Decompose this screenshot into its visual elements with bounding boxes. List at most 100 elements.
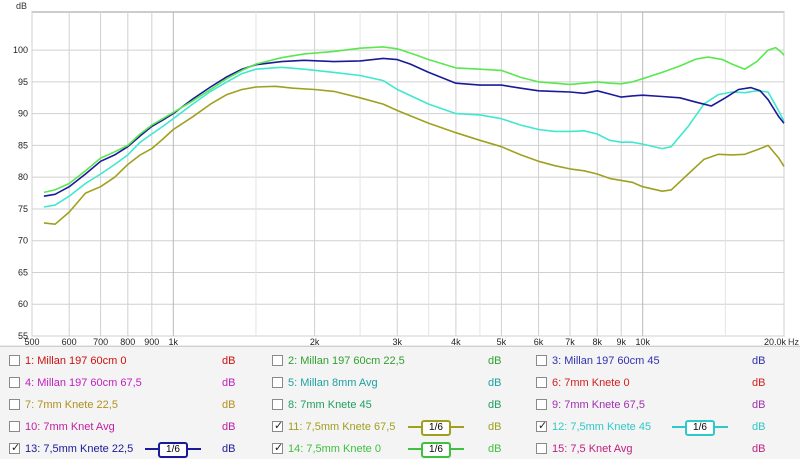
legend-checkbox[interactable]: ✓ — [272, 420, 284, 432]
legend-checkbox[interactable]: ✓ — [536, 420, 548, 432]
x-tick-label: 20,0k — [764, 337, 787, 345]
legend-label: 6: 7mm Knete 0 — [552, 377, 630, 389]
legend-label: 9: 7mm Knete 67,5 — [552, 399, 645, 411]
x-tick-label: 6k — [534, 337, 544, 345]
grid-layer — [31, 11, 785, 337]
y-tick-label: 95 — [18, 77, 28, 87]
legend-checkbox[interactable] — [272, 399, 283, 410]
y-tick-label: 90 — [18, 109, 28, 119]
legend-checkbox[interactable]: ✓ — [272, 442, 284, 454]
legend-item[interactable]: 3: Millan 197 60cm 45 dB — [536, 353, 768, 369]
legend-unit: dB — [488, 421, 502, 433]
series-line — [43, 57, 785, 197]
series-line — [43, 85, 785, 225]
legend-item[interactable]: 15: 7,5 Knet Avg dB — [536, 441, 768, 457]
x-tick-label: 4k — [451, 337, 461, 345]
y-tick-label: 100 — [13, 45, 28, 55]
smoothing-value: 1/6 — [158, 442, 188, 458]
axis-tick-labels: 55 60 65 70 75 80 85 90 95 100 500 600 700 800 900 1k 2k… — [13, 45, 787, 345]
legend-unit: dB — [752, 443, 766, 455]
smoothing-value: 1/6 — [421, 420, 451, 436]
legend-label: 10: 7mm Knet Avg — [25, 421, 115, 433]
smoothing-value: 1/6 — [685, 420, 715, 436]
x-tick-label: 5k — [497, 337, 507, 345]
smoothing-value: 1/6 — [421, 442, 451, 458]
legend-label: 8: 7mm Knete 45 — [288, 399, 372, 411]
legend-unit: dB — [752, 399, 766, 411]
x-tick-label: 1k — [169, 337, 179, 345]
legend-item[interactable]: ✓ 11: 7,5mm Knete 67,5 1/6 dB — [272, 419, 504, 436]
x-tick-label: 9k — [616, 337, 626, 345]
legend-item[interactable]: 5: Millan 8mm Avg dB — [272, 375, 504, 391]
legend-unit: dB — [752, 421, 766, 433]
legend-label: 14: 7,5mm Knete 0 — [288, 443, 381, 455]
legend-label: 15: 7,5 Knet Avg — [552, 443, 633, 455]
legend-label: 11: 7,5mm Knete 67,5 — [288, 421, 396, 433]
y-tick-label: 65 — [18, 267, 28, 277]
legend-label: 2: Millan 197 60cm 22,5 — [288, 355, 405, 367]
x-tick-label: 3k — [393, 337, 403, 345]
legend-unit: dB — [488, 443, 502, 455]
legend-checkbox[interactable] — [536, 443, 547, 454]
legend-checkbox[interactable] — [9, 355, 20, 366]
checkmark-icon: ✓ — [538, 420, 548, 432]
legend-checkbox[interactable] — [9, 421, 20, 432]
legend-item[interactable]: 6: 7mm Knete 0 dB — [536, 375, 768, 391]
x-tick-label: 900 — [144, 337, 159, 345]
y-tick-label: 80 — [18, 172, 28, 182]
legend-checkbox[interactable] — [272, 377, 283, 388]
y-tick-label: 60 — [18, 299, 28, 309]
checkmark-icon: ✓ — [11, 442, 21, 454]
x-tick-label: 8k — [592, 337, 602, 345]
legend-unit: dB — [222, 355, 236, 367]
legend-label: 4: Millan 197 60cm 67,5 — [25, 377, 142, 389]
y-tick-label: 70 — [18, 236, 28, 246]
y-tick-label: 55 — [18, 331, 28, 341]
legend-unit: dB — [222, 377, 236, 389]
x-tick-label: 600 — [62, 337, 77, 345]
legend-unit: dB — [752, 377, 766, 389]
legend-label: 1: Millan 197 60cm 0 — [25, 355, 127, 367]
y-tick-label: 85 — [18, 140, 28, 150]
x-tick-label: 800 — [120, 337, 135, 345]
smoothing-badge[interactable]: 1/6 — [145, 442, 201, 458]
smoothing-badge[interactable]: 1/6 — [408, 420, 464, 436]
legend-unit: dB — [752, 355, 766, 367]
legend-unit: dB — [222, 421, 236, 433]
legend-checkbox[interactable] — [536, 399, 547, 410]
legend-item[interactable]: 8: 7mm Knete 45 dB — [272, 397, 504, 413]
smoothing-badge[interactable]: 1/6 — [672, 420, 728, 436]
legend-item[interactable]: 9: 7mm Knete 67,5 dB — [536, 397, 768, 413]
legend-checkbox[interactable]: ✓ — [9, 442, 21, 454]
x-axis-unit-label: Hz — [788, 337, 799, 345]
legend-checkbox[interactable] — [272, 355, 283, 366]
legend-item[interactable]: ✓ 12: 7,5mm Knete 45 1/6 dB — [536, 419, 768, 436]
y-axis-unit-label: dB — [16, 1, 27, 11]
x-tick-label: 500 — [24, 337, 39, 345]
plot-frame — [31, 11, 785, 337]
legend-item[interactable]: 10: 7mm Knet Avg dB — [9, 419, 238, 435]
series-line — [43, 46, 785, 194]
legend-unit: dB — [222, 399, 236, 411]
legend-checkbox[interactable] — [9, 377, 20, 388]
legend-checkbox[interactable] — [536, 377, 547, 388]
plot-svg[interactable]: 55 60 65 70 75 80 85 90 95 100 500 600 700 800 900 1k 2k… — [0, 0, 800, 345]
legend-unit: dB — [488, 355, 502, 367]
series-line — [43, 66, 785, 208]
legend-checkbox[interactable] — [9, 399, 20, 410]
checkmark-icon: ✓ — [274, 420, 284, 432]
checkmark-icon: ✓ — [274, 442, 284, 454]
frequency-response-plot[interactable]: 55 60 65 70 75 80 85 90 95 100 500 600 700 800 900 1k 2k… — [0, 0, 800, 345]
legend-item[interactable]: 1: Millan 197 60cm 0 dB — [9, 353, 238, 369]
x-tick-label: 7k — [565, 337, 575, 345]
legend-unit: dB — [488, 399, 502, 411]
legend-item[interactable]: 2: Millan 197 60cm 22,5 dB — [272, 353, 504, 369]
legend-item[interactable]: ✓ 13: 7,5mm Knete 22,5 1/6 dB — [9, 441, 238, 458]
legend-item[interactable]: 7: 7mm Knete 22,5 dB — [9, 397, 238, 413]
legend-item[interactable]: ✓ 14: 7,5mm Knete 0 1/6 dB — [272, 441, 504, 458]
legend-item[interactable]: 4: Millan 197 60cm 67,5 dB — [9, 375, 238, 391]
legend-panel: 1: Millan 197 60cm 0 dB 2: Millan 197 60cm… — [0, 346, 800, 459]
legend-checkbox[interactable] — [536, 355, 547, 366]
smoothing-badge[interactable]: 1/6 — [408, 442, 464, 458]
legend-label: 5: Millan 8mm Avg — [288, 377, 378, 389]
